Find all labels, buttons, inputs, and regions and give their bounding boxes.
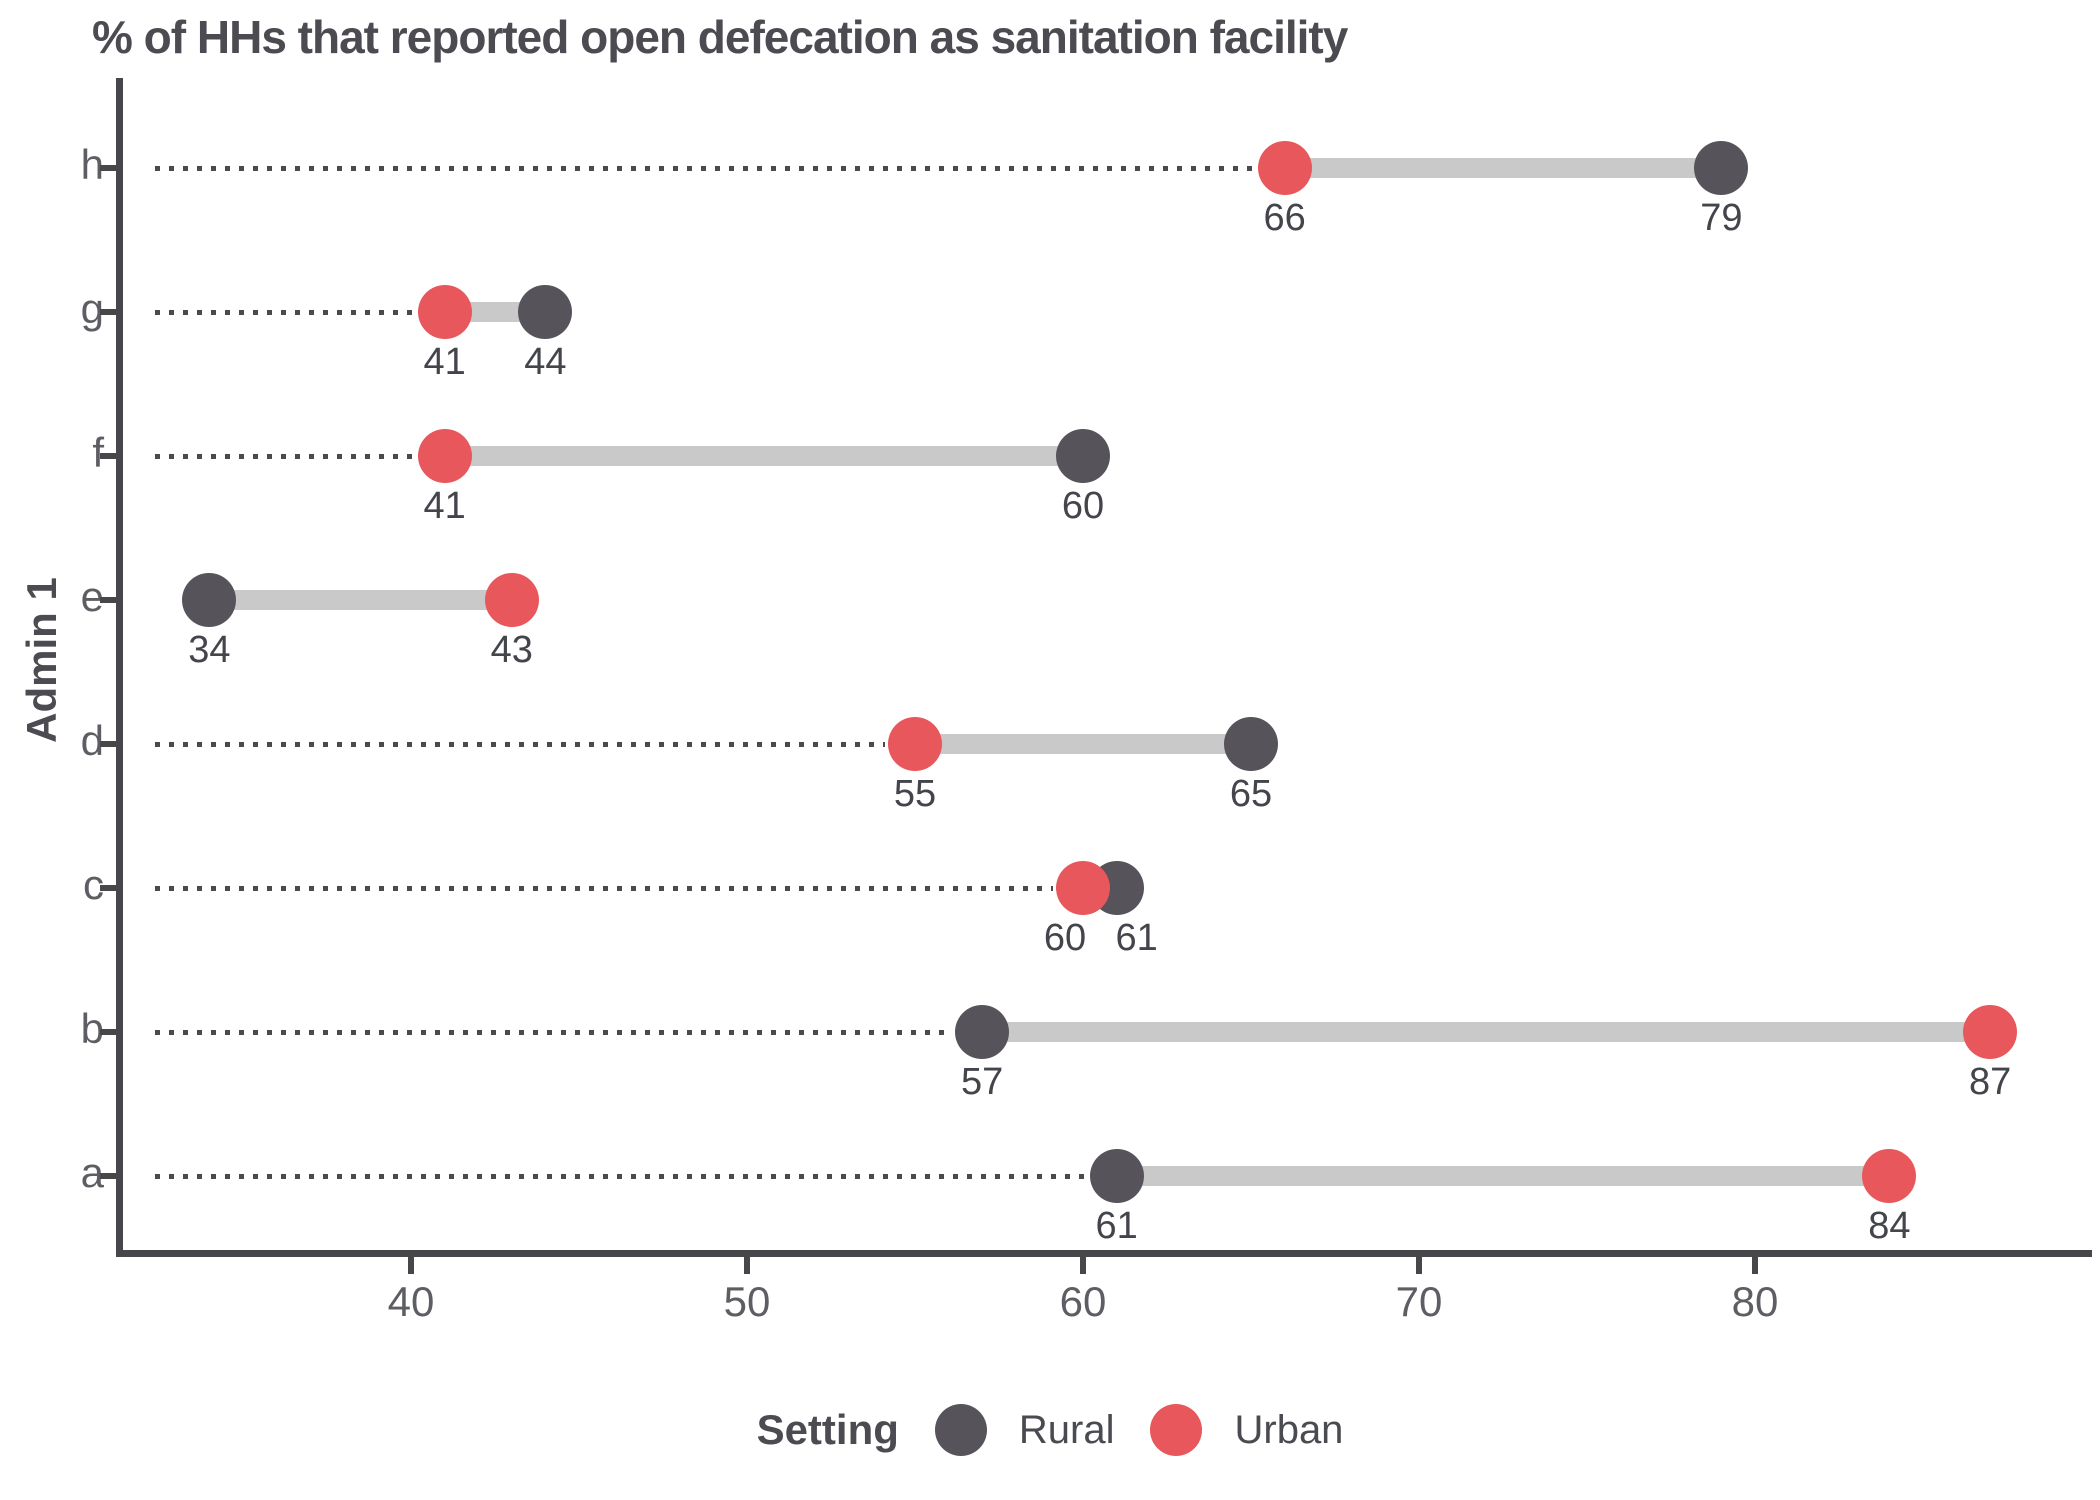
legend-item-rural: Rural: [934, 1404, 1115, 1456]
leader-line-g: [155, 310, 415, 315]
legend-title: Setting: [756, 1406, 899, 1453]
value-label-h: 66: [1263, 197, 1306, 239]
connector-bar-f: [444, 446, 1083, 466]
legend-item-urban: Urban: [1150, 1404, 1343, 1456]
value-label-a: 61: [1095, 1205, 1138, 1247]
y-tick-label-c: c: [83, 861, 104, 908]
legend-label-urban: Urban: [1234, 1407, 1344, 1452]
y-tick-mark-a: [100, 1173, 117, 1179]
x-tick-label-40: 40: [387, 1278, 435, 1325]
value-label-b: 57: [961, 1061, 1004, 1103]
legend-items: Rural Urban: [934, 1404, 1343, 1456]
value-label-c: 61: [1115, 917, 1158, 959]
connector-bar-h: [1284, 158, 1722, 178]
rural-point-d: [1224, 717, 1278, 771]
rural-point-e: [182, 573, 237, 627]
y-tick-mark-b: [100, 1029, 117, 1035]
x-tick-mark-80: [1752, 1257, 1758, 1274]
leader-line-c: [155, 886, 1053, 891]
x-tick-label-80: 80: [1731, 1278, 1779, 1325]
value-label-c: 60: [1043, 917, 1087, 959]
x-tick-mark-50: [744, 1257, 750, 1274]
legend-swatch-urban: [1150, 1404, 1203, 1456]
rural-point-f: [1056, 429, 1110, 483]
urban-point-c: [1056, 861, 1110, 915]
value-label-d: 55: [893, 773, 937, 815]
value-label-h: 79: [1700, 197, 1743, 239]
rural-point-a: [1089, 1149, 1144, 1203]
x-tick-label-70: 70: [1395, 1278, 1443, 1325]
y-tick-mark-h: [100, 165, 117, 171]
urban-point-d: [888, 717, 942, 771]
x-tick-mark-70: [1416, 1257, 1422, 1274]
y-tick-mark-f: [100, 453, 117, 459]
chart-title: % of HHs that reported open defecation a…: [92, 11, 1348, 63]
value-label-g: 44: [524, 341, 567, 383]
leader-line-h: [155, 166, 1255, 171]
y-tick-label-h: h: [80, 141, 104, 188]
y-tick-mark-e: [100, 597, 117, 603]
y-tick-label-g: g: [80, 285, 104, 332]
x-tick-label-60: 60: [1059, 1278, 1107, 1325]
x-tick-mark-40: [408, 1257, 414, 1274]
y-tick-mark-c: [100, 885, 117, 891]
legend-label-rural: Rural: [1018, 1407, 1115, 1452]
urban-point-h: [1257, 141, 1312, 195]
connector-bar-b: [982, 1022, 1991, 1042]
urban-point-b: [1963, 1005, 2018, 1059]
y-tick-label-d: d: [80, 717, 104, 764]
connector-bar-e: [209, 590, 512, 610]
rural-point-g: [518, 285, 573, 339]
urban-point-f: [417, 429, 472, 483]
y-tick-label-e: e: [80, 573, 104, 620]
urban-point-g: [417, 285, 472, 339]
value-label-e: 34: [188, 629, 231, 671]
leader-line-d: [155, 742, 885, 747]
urban-point-e: [484, 573, 539, 627]
y-tick-label-b: b: [80, 1005, 104, 1052]
value-label-f: 41: [423, 485, 466, 527]
y-tick-label-a: a: [80, 1149, 104, 1196]
value-label-b: 87: [1969, 1061, 2012, 1103]
y-axis-line: [116, 78, 123, 1256]
legend: Setting Rural Urban: [0, 1392, 2100, 1468]
urban-point-a: [1862, 1149, 1917, 1203]
x-tick-label-50: 50: [723, 1278, 771, 1325]
y-tick-mark-g: [100, 309, 117, 315]
leader-line-f: [155, 454, 415, 459]
leader-line-b: [155, 1030, 953, 1035]
y-tick-label-f: f: [92, 429, 104, 476]
leader-line-a: [155, 1174, 1087, 1179]
rural-point-h: [1694, 141, 1749, 195]
x-axis-line: [116, 1250, 2092, 1257]
rural-point-b: [955, 1005, 1010, 1059]
value-label-g: 41: [423, 341, 466, 383]
legend-swatch-rural: [934, 1404, 987, 1456]
connector-bar-d: [915, 734, 1251, 754]
value-label-e: 43: [490, 629, 533, 671]
y-tick-mark-d: [100, 741, 117, 747]
x-tick-mark-60: [1080, 1257, 1086, 1274]
value-label-a: 84: [1868, 1205, 1911, 1247]
value-label-d: 65: [1229, 773, 1273, 815]
value-label-f: 60: [1061, 485, 1105, 527]
connector-bar-a: [1116, 1166, 1890, 1186]
